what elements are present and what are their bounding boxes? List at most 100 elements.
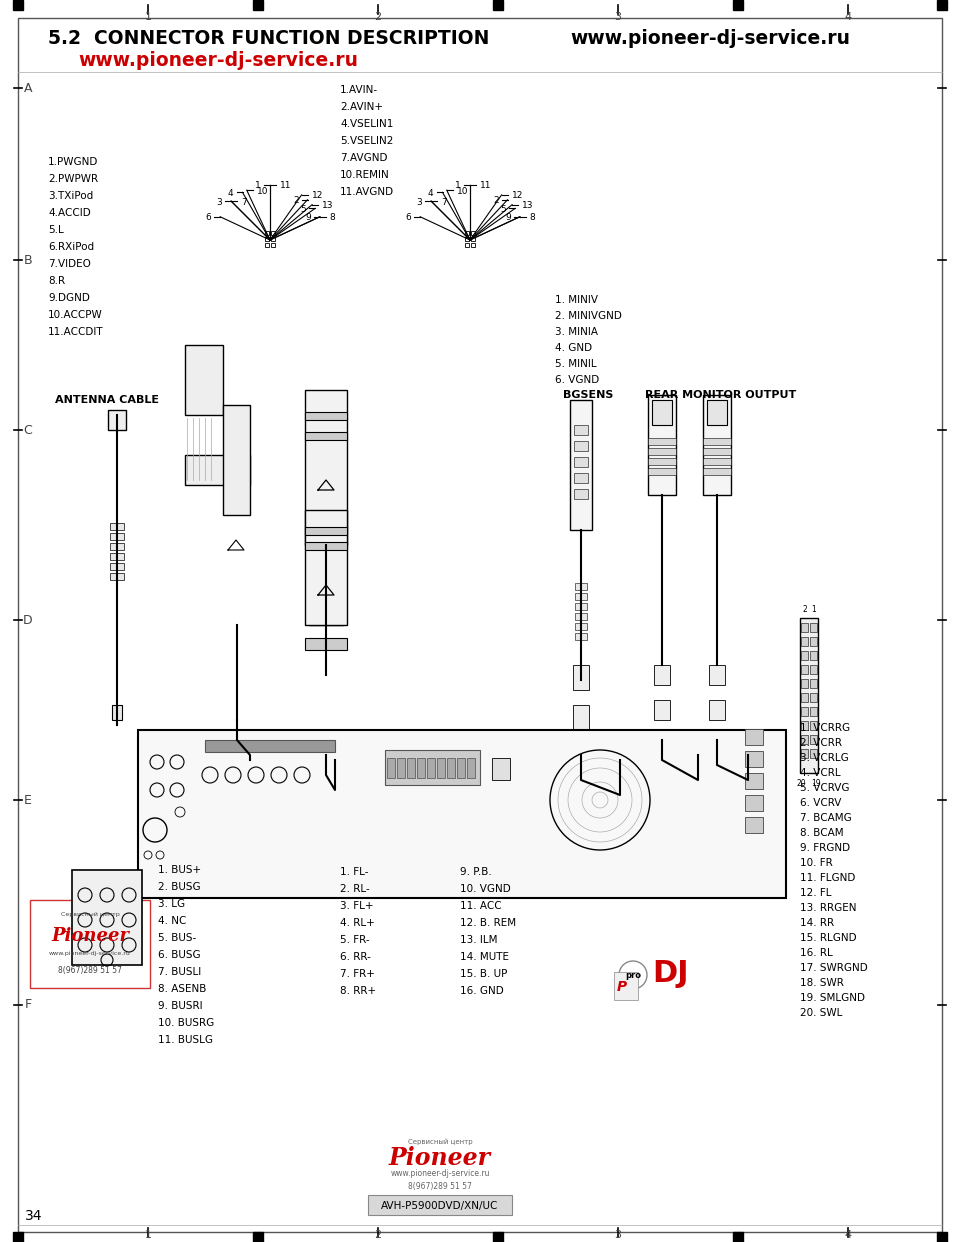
Text: pro: pro <box>625 970 641 980</box>
Bar <box>110 563 124 570</box>
Text: 8: 8 <box>530 214 536 222</box>
Bar <box>801 749 808 758</box>
Text: 6: 6 <box>205 214 211 222</box>
Bar <box>801 623 808 632</box>
Text: 10.ACCPW: 10.ACCPW <box>48 310 103 320</box>
Text: 12. FL: 12. FL <box>800 888 831 898</box>
Bar <box>138 730 786 898</box>
Bar <box>575 604 587 610</box>
Text: 11.ACCDIT: 11.ACCDIT <box>48 327 104 337</box>
Bar <box>703 458 731 465</box>
Text: DJ: DJ <box>652 960 688 989</box>
Text: 11.AVGND: 11.AVGND <box>340 188 395 197</box>
Bar <box>801 637 808 646</box>
Bar <box>305 412 347 420</box>
Text: 12: 12 <box>312 191 323 200</box>
Text: 7. FR+: 7. FR+ <box>340 969 374 979</box>
Text: 20. SWL: 20. SWL <box>800 1009 842 1018</box>
Text: F: F <box>24 999 32 1011</box>
Bar <box>801 707 808 715</box>
Text: 2. RL-: 2. RL- <box>340 884 370 894</box>
Text: 2.PWPWR: 2.PWPWR <box>48 174 98 184</box>
Text: 13: 13 <box>522 201 534 210</box>
Text: 5. MINIL: 5. MINIL <box>555 359 596 369</box>
Text: 17. SWRGND: 17. SWRGND <box>800 963 868 972</box>
Text: 14. RR: 14. RR <box>800 918 834 928</box>
Text: 11: 11 <box>280 181 292 190</box>
Text: 8(967)289 51 57: 8(967)289 51 57 <box>58 965 122 975</box>
Bar <box>648 458 676 465</box>
Bar <box>265 243 269 247</box>
Text: 3. MINIA: 3. MINIA <box>555 327 598 337</box>
Bar <box>110 533 124 540</box>
Text: 16. RL: 16. RL <box>800 948 832 958</box>
Bar <box>801 722 808 730</box>
Text: 6. VGND: 6. VGND <box>555 375 599 385</box>
Text: 10. BUSRG: 10. BUSRG <box>158 1018 214 1028</box>
Text: 2: 2 <box>492 196 498 205</box>
Text: 5. FR-: 5. FR- <box>340 935 370 945</box>
Text: 11. FLGND: 11. FLGND <box>800 873 855 883</box>
Text: 10: 10 <box>256 186 268 196</box>
Bar <box>465 243 469 247</box>
Text: 4. NC: 4. NC <box>158 917 186 927</box>
Bar <box>575 614 587 620</box>
Bar <box>205 740 335 751</box>
Text: 6: 6 <box>405 214 411 222</box>
Text: 7.VIDEO: 7.VIDEO <box>48 260 91 270</box>
Text: 4: 4 <box>845 12 852 22</box>
Text: Сервисный центр: Сервисный центр <box>60 912 119 917</box>
Text: Pioneer: Pioneer <box>389 1146 492 1170</box>
Bar <box>937 0 947 10</box>
Text: 1: 1 <box>255 181 261 190</box>
Bar <box>112 705 122 720</box>
Bar <box>573 664 589 691</box>
Bar <box>110 543 124 550</box>
Text: 4. RL+: 4. RL+ <box>340 918 374 928</box>
Bar <box>457 758 465 777</box>
Bar <box>72 869 142 965</box>
Bar <box>185 345 223 415</box>
Bar <box>437 758 445 777</box>
Text: 3: 3 <box>614 12 621 22</box>
Text: 10: 10 <box>457 186 468 196</box>
Bar <box>492 758 510 780</box>
Text: 2.AVIN+: 2.AVIN+ <box>340 102 383 112</box>
Text: 19. SMLGND: 19. SMLGND <box>800 994 865 1004</box>
Text: 5.VSELIN2: 5.VSELIN2 <box>340 137 394 147</box>
Text: 1: 1 <box>145 1230 152 1240</box>
Text: 8. RR+: 8. RR+ <box>340 986 376 996</box>
Bar <box>733 0 743 10</box>
Text: 2: 2 <box>374 12 381 22</box>
Bar <box>654 700 670 720</box>
Text: Сервисный центр: Сервисный центр <box>408 1139 472 1145</box>
Text: 4. VCRL: 4. VCRL <box>800 768 841 777</box>
Bar <box>387 758 395 777</box>
Text: 9.DGND: 9.DGND <box>48 293 90 303</box>
Bar <box>810 637 817 646</box>
Text: 5. BUS-: 5. BUS- <box>158 933 196 943</box>
Bar <box>368 1195 512 1215</box>
Bar <box>810 651 817 660</box>
Text: www.pioneer-dj-service.ru: www.pioneer-dj-service.ru <box>391 1169 490 1177</box>
Bar <box>810 722 817 730</box>
Text: 13. ILM: 13. ILM <box>460 935 497 945</box>
Bar <box>810 749 817 758</box>
Text: 4. GND: 4. GND <box>555 343 592 353</box>
Text: 5: 5 <box>500 205 506 214</box>
Text: 8. BCAM: 8. BCAM <box>800 828 844 838</box>
Text: 7.AVGND: 7.AVGND <box>340 153 388 163</box>
Text: 10. VGND: 10. VGND <box>460 884 511 894</box>
Bar <box>13 1232 23 1242</box>
Text: 1: 1 <box>455 181 461 190</box>
Text: 15. RLGND: 15. RLGND <box>800 933 856 943</box>
Text: 9. BUSRI: 9. BUSRI <box>158 1001 203 1011</box>
Text: 7: 7 <box>441 197 446 206</box>
Bar <box>654 664 670 686</box>
Bar <box>185 455 250 484</box>
Bar <box>471 243 475 247</box>
Bar <box>801 693 808 702</box>
Text: 3. FL+: 3. FL+ <box>340 900 373 910</box>
Bar <box>427 758 435 777</box>
Text: 5.L: 5.L <box>48 225 63 235</box>
